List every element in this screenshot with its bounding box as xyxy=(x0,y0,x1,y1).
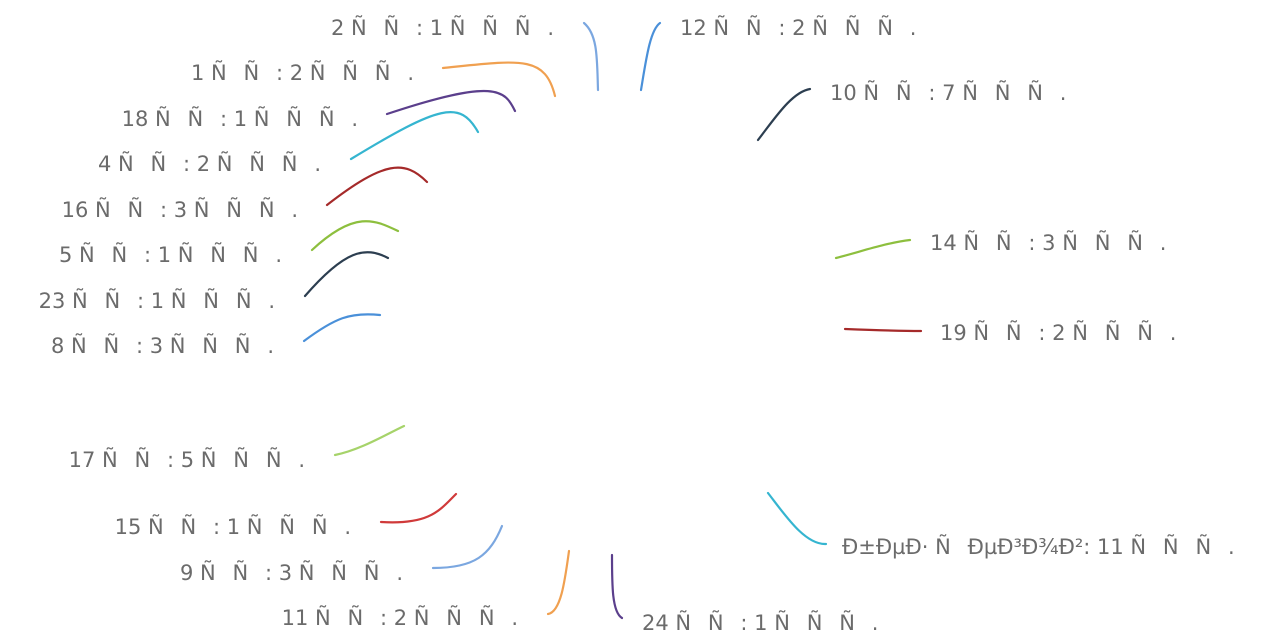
leader-line xyxy=(333,424,406,457)
slice-label: 18 ÑÑ: 1 ÑÑÑ. xyxy=(122,105,358,131)
slice-label: 14 ÑÑ: 3 ÑÑÑ. xyxy=(930,229,1166,255)
slice-label: 5 ÑÑ: 1 ÑÑÑ. xyxy=(59,241,282,267)
leader-line xyxy=(302,313,382,343)
leader-line xyxy=(303,251,390,298)
slice-label: 9 ÑÑ: 3 ÑÑÑ. xyxy=(180,559,403,585)
slice-label: 1 ÑÑ: 2 ÑÑÑ. xyxy=(191,59,414,85)
leader-line xyxy=(325,166,429,207)
leader-line xyxy=(546,549,571,616)
leader-line xyxy=(431,524,504,570)
slice-labels: 12 ÑÑ: 2 ÑÑÑ. 10 ÑÑ: 7 ÑÑÑ. 14 Ñ… xyxy=(39,14,1235,635)
slice-label: 10 ÑÑ: 7 ÑÑÑ. xyxy=(830,79,1066,105)
slice-label: 24 ÑÑ: 1 ÑÑÑ. xyxy=(642,609,878,635)
leader-line xyxy=(385,89,517,116)
slice-label: 17 ÑÑ: 5 ÑÑÑ. xyxy=(69,446,305,472)
leader-line xyxy=(610,553,624,620)
leader-line xyxy=(766,491,828,546)
slice-label: 23 ÑÑ: 1 ÑÑÑ. xyxy=(39,287,275,313)
leader-line xyxy=(349,111,480,161)
leader-line xyxy=(582,21,600,92)
slice-label: 12 ÑÑ: 2 ÑÑÑ. xyxy=(680,14,916,40)
slice-label: 19 ÑÑ: 2 ÑÑÑ. xyxy=(940,319,1176,345)
leader-line xyxy=(756,87,812,142)
leader-line xyxy=(834,238,912,260)
leader-line xyxy=(639,21,662,92)
leader-line xyxy=(843,327,923,333)
slice-label: 2 ÑÑ: 1 ÑÑÑ. xyxy=(331,14,554,40)
leader-line xyxy=(310,220,400,252)
leader-line xyxy=(379,492,458,524)
slice-label: 11 ÑÑ: 2 ÑÑÑ. xyxy=(282,604,518,630)
leader-line xyxy=(441,61,557,98)
leader-lines xyxy=(302,21,923,620)
slice-label: 16 ÑÑ: 3 ÑÑÑ. xyxy=(62,196,298,222)
slice-label: 4 ÑÑ: 2 ÑÑÑ. xyxy=(98,150,321,176)
slice-label: 8 ÑÑ: 3 ÑÑÑ. xyxy=(51,332,274,358)
slice-label: 15 ÑÑ: 1 ÑÑÑ. xyxy=(115,513,351,539)
slice-label: Ð±ÐµÐ· ÑÐµÐ³Ð¾Ð²: 11 ÑÑÑ. xyxy=(842,533,1235,559)
